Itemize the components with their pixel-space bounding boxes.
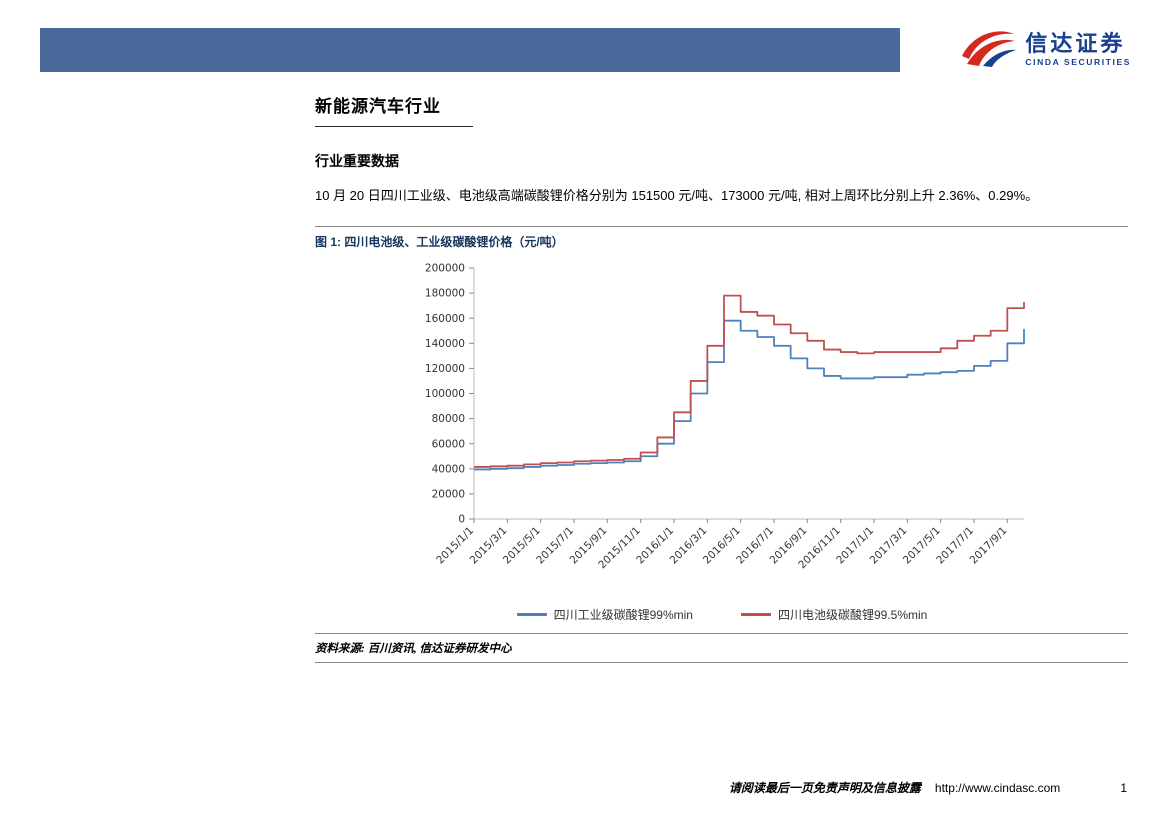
- legend-item-battery: 四川电池级碳酸锂99.5%min: [740, 606, 928, 623]
- figure-block: 图 1: 四川电池级、工业级碳酸锂价格（元/吨） 0 20000 40000 6000…: [315, 225, 1128, 663]
- legend-swatch-battery: [740, 612, 771, 616]
- page-footer: 请阅读最后一页免责声明及信息披露 http://www.cindasc.com …: [729, 779, 1127, 796]
- svg-text:120000: 120000: [425, 363, 465, 375]
- svg-text:0: 0: [458, 513, 465, 525]
- chart-legend: 四川工业级碳酸锂99%min 四川电池级碳酸锂99.5%min: [402, 606, 1042, 623]
- legend-label-battery: 四川电池级碳酸锂99.5%min: [777, 607, 928, 622]
- legend-label-industrial: 四川工业级碳酸锂99%min: [553, 607, 693, 622]
- legend-swatch-industrial: [516, 612, 547, 616]
- source-row: 资料来源: 百川资讯, 信达证券研发中心: [315, 632, 1128, 663]
- logo-name-cn: 信达证券: [1025, 31, 1126, 57]
- header-bar: [40, 28, 900, 72]
- source-note: 资料来源: 百川资讯, 信达证券研发中心: [315, 642, 512, 655]
- company-logo: 信达证券 CINDA SECURITIES: [959, 26, 1131, 73]
- logo-name-en: CINDA SECURITIES: [1025, 56, 1131, 67]
- logo-swoosh-icon: [959, 26, 1017, 73]
- svg-text:160000: 160000: [425, 312, 465, 324]
- page-number: 1: [1120, 781, 1127, 795]
- footer-disclaimer: 请阅读最后一页免责声明及信息披露: [728, 781, 921, 795]
- footer-url-link[interactable]: http://www.cindasc.com: [934, 781, 1061, 795]
- legend-item-industrial: 四川工业级碳酸锂99%min: [516, 606, 693, 623]
- svg-text:40000: 40000: [432, 463, 465, 475]
- svg-text:20000: 20000: [432, 488, 465, 500]
- price-chart: 0 20000 40000 60000 80000 100000 120000 140000 1…: [425, 262, 1025, 571]
- svg-text:140000: 140000: [425, 337, 465, 349]
- svg-text:180000: 180000: [425, 287, 465, 299]
- svg-text:80000: 80000: [432, 413, 465, 425]
- summary-paragraph: 10 月 20 日四川工业级、电池级高端碳酸锂价格分别为 151500 元/吨、…: [315, 188, 1039, 203]
- chart-container: 0 20000 40000 60000 80000 100000 120000 140000 1…: [402, 254, 1042, 604]
- svg-text:200000: 200000: [425, 262, 465, 274]
- page-title: 新能源汽车行业: [315, 92, 473, 127]
- report-content: 新能源汽车行业 行业重要数据 10 月 20 日四川工业级、电池级高端碳酸锂价格…: [315, 92, 1128, 663]
- figure-caption: 图 1: 四川电池级、工业级碳酸锂价格（元/吨）: [315, 234, 564, 249]
- section-heading: 行业重要数据: [315, 153, 399, 169]
- svg-text:60000: 60000: [432, 438, 465, 450]
- svg-text:100000: 100000: [425, 388, 465, 400]
